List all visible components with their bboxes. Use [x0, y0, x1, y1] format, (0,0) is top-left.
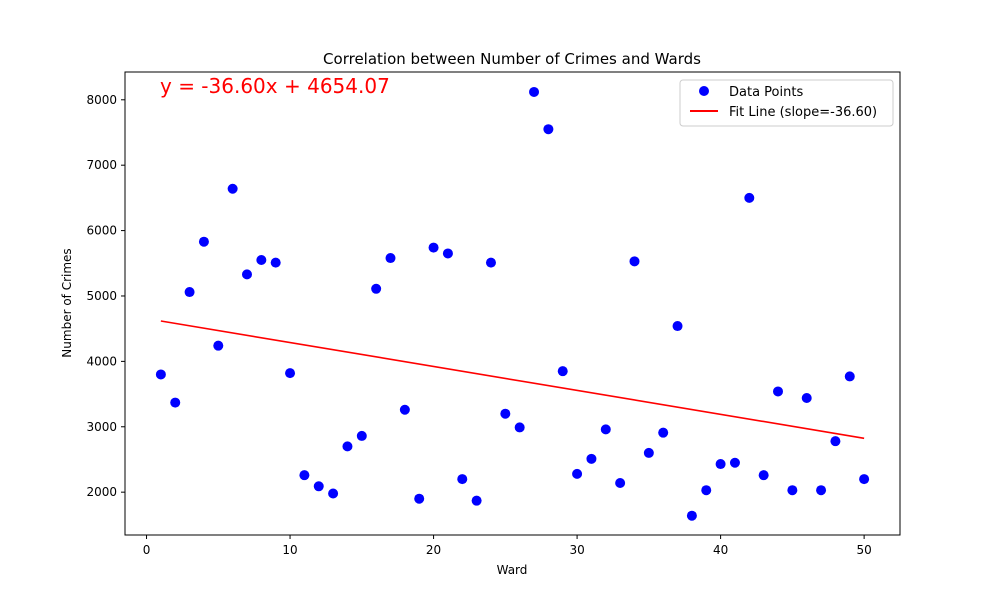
data-point: [313, 481, 324, 492]
y-tick-label: 7000: [86, 158, 117, 172]
plot-marks: [155, 86, 870, 521]
chart-title: Correlation between Number of Crimes and…: [323, 50, 701, 68]
data-point: [543, 124, 554, 135]
data-point: [428, 242, 439, 253]
data-point: [270, 257, 281, 268]
x-tick-label: 0: [143, 543, 151, 557]
fit-line: [160, 320, 865, 440]
x-axis-ticks: 0 10 20 30 40 50: [143, 535, 872, 557]
data-point: [213, 340, 224, 351]
legend: Data Points Fit Line (slope=-36.60): [679, 79, 894, 127]
y-axis-ticks: 2000 3000 4000 5000 6000 7000 8000: [86, 93, 125, 499]
data-point: [514, 422, 525, 433]
data-point: [629, 256, 640, 267]
data-point: [572, 468, 583, 479]
y-tick-label: 2000: [86, 485, 117, 499]
data-point: [241, 269, 252, 280]
legend-marker-data-points: [699, 86, 709, 96]
axes-frame: [124, 71, 901, 536]
data-point: [801, 392, 812, 403]
data-point: [758, 470, 769, 481]
data-point: [729, 457, 740, 468]
x-tick-label: 50: [856, 543, 871, 557]
data-point: [285, 368, 296, 379]
y-axis-label: Number of Crimes: [60, 248, 74, 357]
data-point: [615, 478, 626, 489]
fit-equation-annotation: y = -36.60x + 4654.07: [160, 74, 390, 98]
data-point: [442, 248, 453, 259]
data-point: [816, 485, 827, 496]
data-point: [155, 369, 166, 380]
data-point: [529, 86, 540, 97]
data-point: [457, 474, 468, 485]
data-point: [328, 488, 339, 499]
y-tick-label: 3000: [86, 420, 117, 434]
data-point: [299, 470, 310, 481]
data-point: [701, 485, 712, 496]
data-point: [686, 510, 697, 521]
data-point: [859, 474, 870, 485]
data-point: [198, 236, 209, 247]
x-axis-label: Ward: [497, 563, 528, 577]
x-tick-label: 40: [713, 543, 728, 557]
y-tick-label: 6000: [86, 224, 117, 238]
data-point: [672, 321, 683, 332]
data-point: [485, 257, 496, 268]
data-point: [356, 430, 367, 441]
legend-box: [679, 79, 894, 127]
data-point: [600, 424, 611, 435]
x-tick-label: 30: [569, 543, 584, 557]
data-point: [557, 366, 568, 377]
data-point: [844, 371, 855, 382]
data-point: [773, 386, 784, 397]
data-point: [500, 408, 511, 419]
data-point: [715, 459, 726, 470]
data-point: [787, 485, 798, 496]
data-point: [658, 427, 669, 438]
y-tick-label: 8000: [86, 93, 117, 107]
data-point: [643, 447, 654, 458]
data-point: [170, 397, 181, 408]
data-point: [256, 255, 267, 266]
data-point: [342, 441, 353, 452]
data-point: [830, 436, 841, 447]
data-point: [184, 287, 195, 298]
legend-label-fit-line: Fit Line (slope=-36.60): [729, 105, 877, 120]
x-tick-label: 10: [282, 543, 297, 557]
data-point: [744, 192, 755, 203]
data-point: [399, 404, 410, 415]
data-point: [385, 253, 396, 264]
data-point: [227, 183, 238, 194]
data-point: [586, 453, 597, 464]
legend-label-data-points: Data Points: [729, 85, 803, 100]
data-point: [471, 495, 482, 506]
x-tick-label: 20: [426, 543, 441, 557]
y-tick-label: 5000: [86, 289, 117, 303]
data-point: [414, 493, 425, 504]
data-point: [371, 283, 382, 294]
y-tick-label: 4000: [86, 354, 117, 368]
